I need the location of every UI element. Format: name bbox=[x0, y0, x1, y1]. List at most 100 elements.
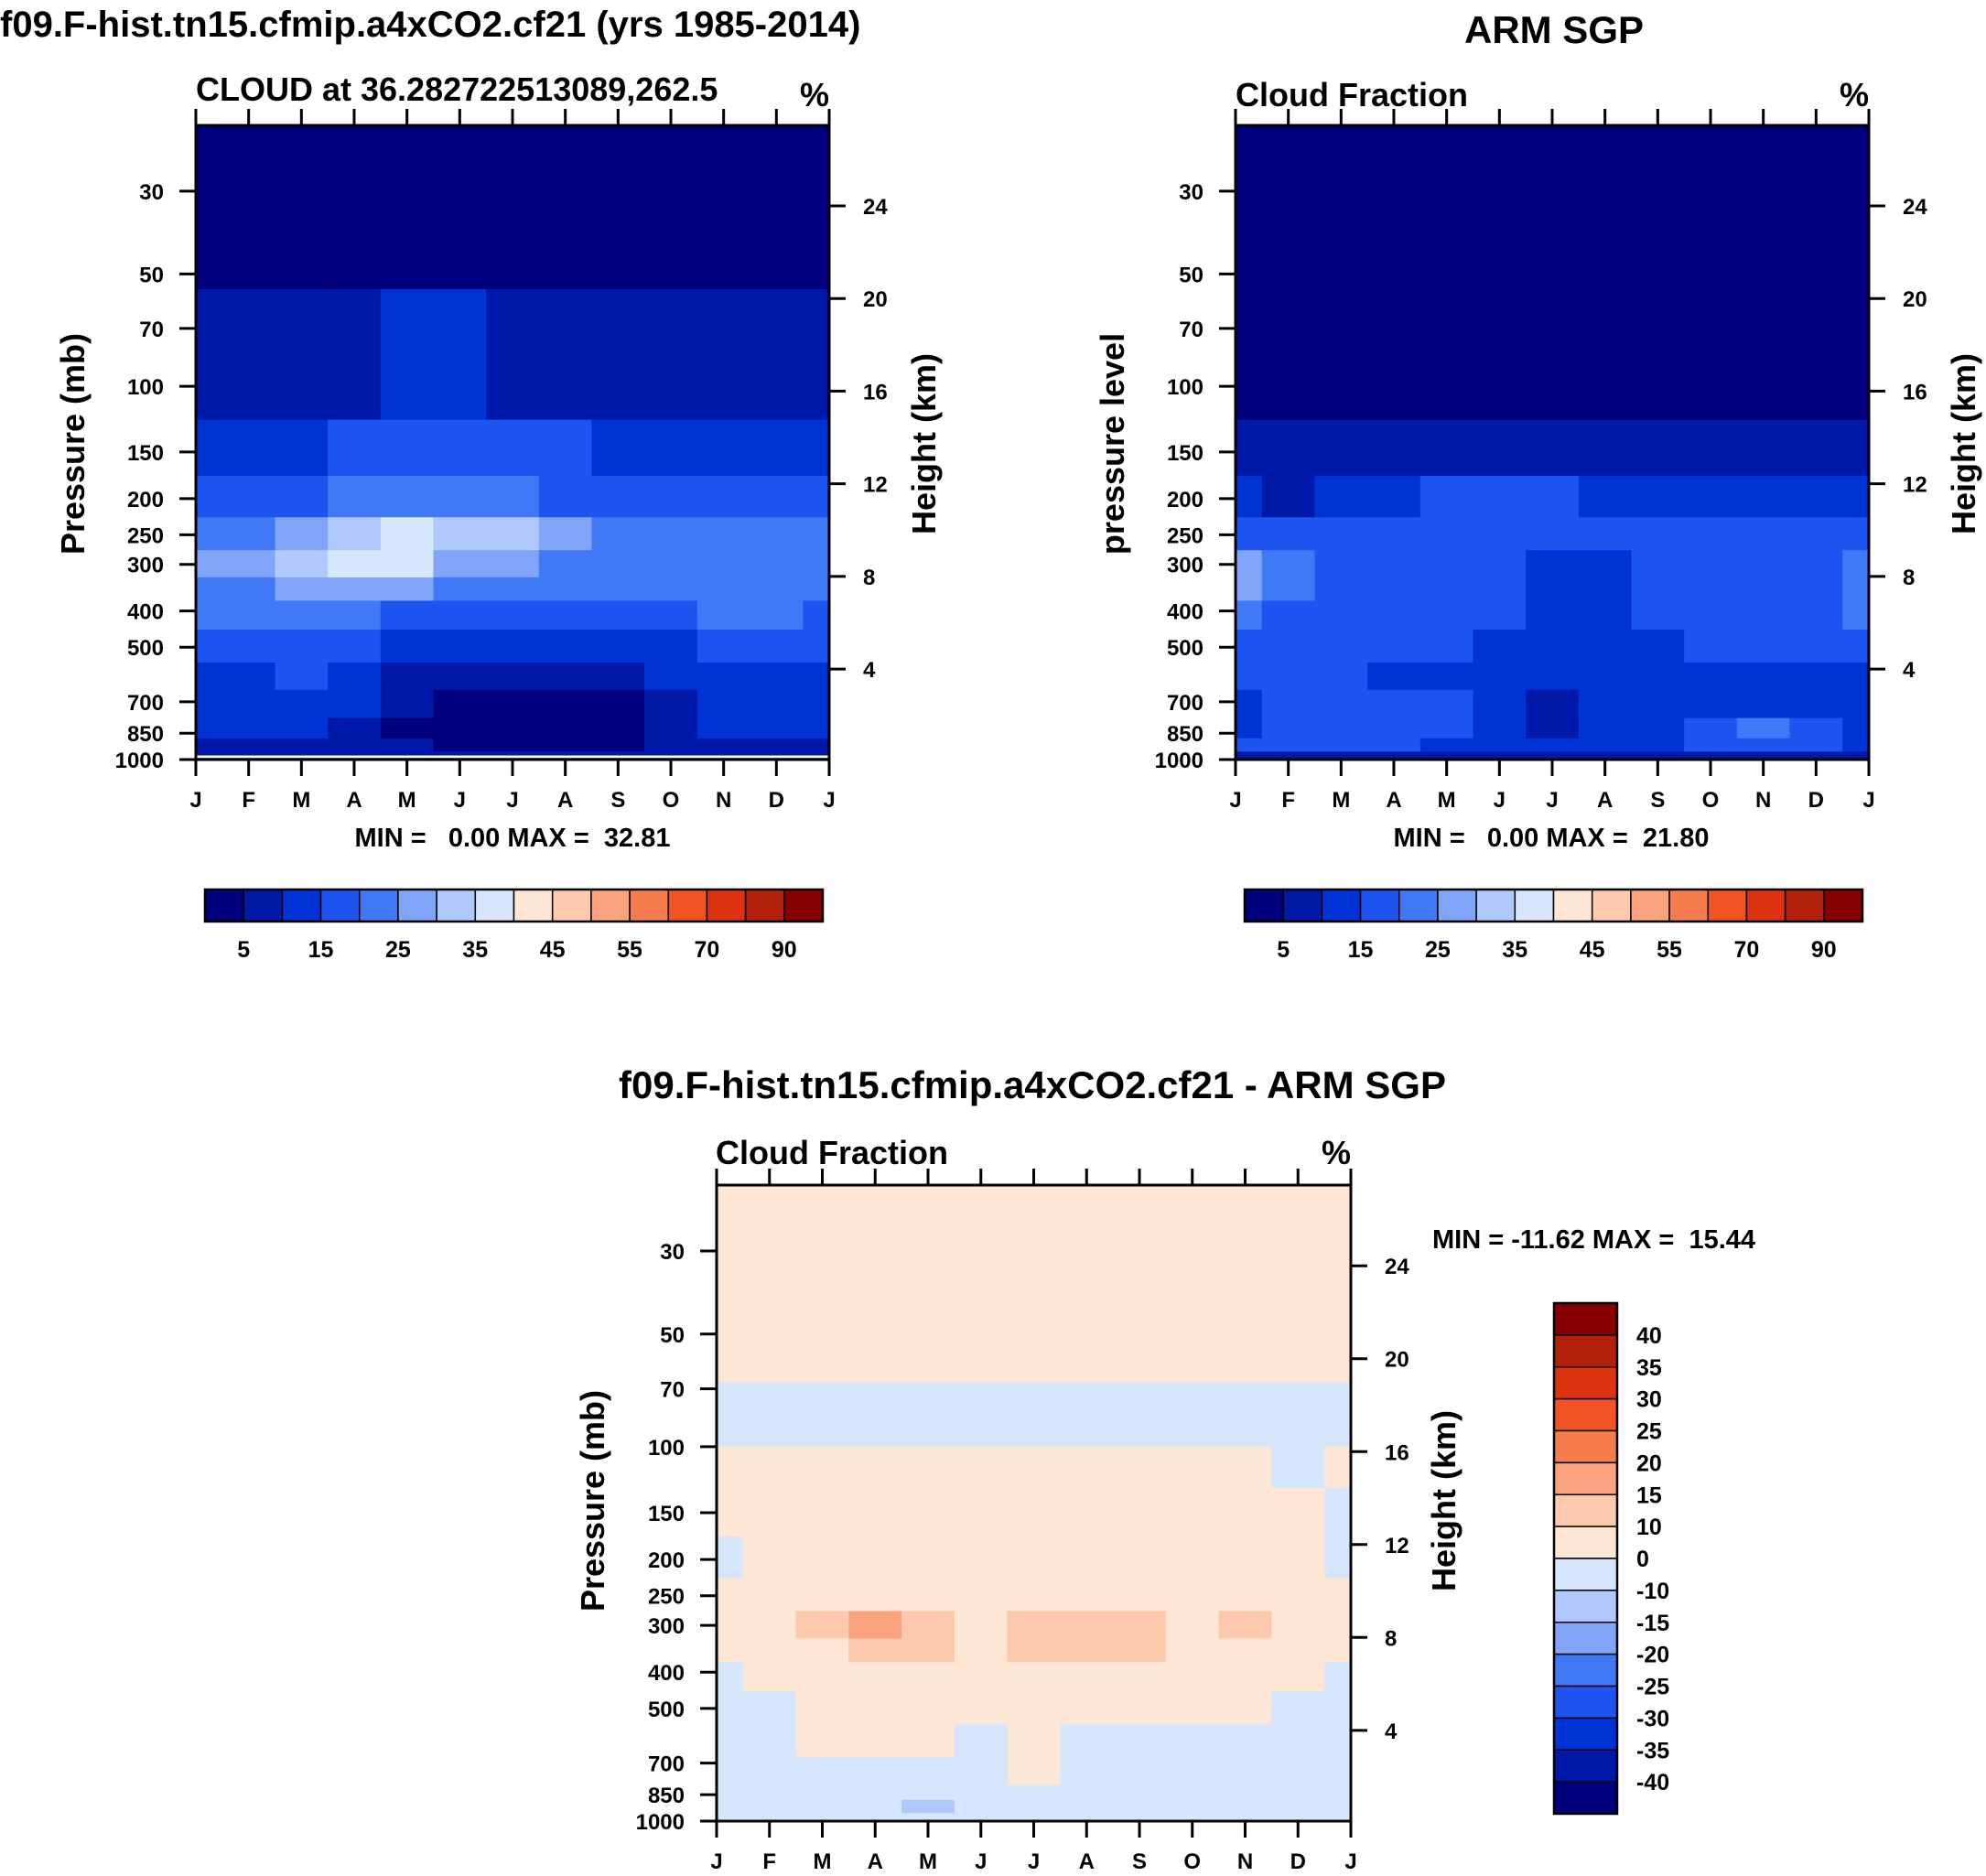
obs-cell bbox=[1789, 750, 1843, 760]
obs-cell bbox=[1526, 629, 1580, 663]
model-cell bbox=[486, 475, 540, 518]
obs-cell bbox=[1526, 689, 1580, 718]
obs-cell bbox=[1842, 288, 1870, 420]
obs-cell bbox=[1419, 738, 1474, 752]
model-cell bbox=[221, 717, 276, 739]
model-colorbar-swatch bbox=[281, 889, 322, 922]
obs-cell bbox=[1314, 599, 1368, 631]
diff-cell bbox=[717, 1185, 744, 1294]
obs-x-tick-label: A bbox=[1386, 788, 1401, 813]
obs-cell bbox=[1261, 125, 1316, 290]
model-colorbar-swatch bbox=[436, 889, 477, 922]
obs-colorbar-swatch bbox=[1630, 889, 1670, 922]
diff-cell bbox=[1218, 1784, 1272, 1800]
obs-cell bbox=[1367, 288, 1421, 420]
diff-cell bbox=[901, 1610, 955, 1639]
diff-cell bbox=[1113, 1756, 1167, 1785]
model-cell bbox=[696, 549, 751, 577]
obs-cell bbox=[1367, 419, 1421, 477]
obs-x-tick-label: D bbox=[1808, 788, 1824, 813]
obs-cell bbox=[1367, 475, 1421, 518]
model-cell bbox=[750, 662, 804, 690]
diff-cell bbox=[1165, 1637, 1220, 1662]
model-colorbar-frame bbox=[203, 888, 825, 923]
obs-cell bbox=[1736, 629, 1791, 663]
diff-cell bbox=[795, 1690, 849, 1724]
diff-cell bbox=[954, 1446, 1009, 1489]
diff-units-label: % bbox=[1322, 1134, 1351, 1171]
obs-cell bbox=[1684, 629, 1738, 663]
diff-cell bbox=[1218, 1292, 1272, 1383]
diff-pressure-tick-label: 200 bbox=[648, 1548, 685, 1573]
diff-cell bbox=[1113, 1637, 1167, 1662]
model-colorbar-swatch bbox=[474, 889, 515, 922]
diff-cell bbox=[1218, 1577, 1272, 1612]
diff-cell bbox=[1218, 1536, 1272, 1579]
model-colorbar-swatch bbox=[397, 889, 437, 922]
diff-cell bbox=[848, 1637, 902, 1662]
obs-cell bbox=[1789, 577, 1843, 601]
diff-cell bbox=[848, 1381, 902, 1447]
diff-cell bbox=[1218, 1690, 1272, 1724]
diff-cell bbox=[1113, 1185, 1167, 1294]
diff-cell bbox=[1060, 1756, 1114, 1785]
obs-height-tick-label: 16 bbox=[1903, 380, 1927, 404]
diff-cell bbox=[1271, 1446, 1325, 1489]
diff-cell bbox=[1165, 1799, 1220, 1814]
diff-cell bbox=[1324, 1690, 1352, 1724]
obs-cell bbox=[1314, 738, 1368, 752]
diff-cell bbox=[1113, 1812, 1167, 1822]
obs-cell bbox=[1736, 750, 1791, 760]
diff-cell bbox=[795, 1812, 849, 1822]
model-pressure-tick-label: 200 bbox=[127, 488, 164, 512]
model-cell bbox=[328, 549, 382, 577]
obs-cell bbox=[1236, 750, 1263, 760]
obs-x-tick-label: F bbox=[1281, 788, 1295, 813]
obs-cell bbox=[1842, 577, 1870, 601]
diff-cell bbox=[901, 1381, 955, 1447]
diff-cell bbox=[717, 1610, 744, 1639]
diff-x-tick-label: J bbox=[710, 1849, 722, 1874]
model-cell bbox=[750, 516, 804, 551]
model-cell bbox=[591, 577, 645, 601]
diff-cell bbox=[1271, 1661, 1325, 1691]
obs-cell bbox=[1842, 599, 1870, 631]
diff-cell bbox=[742, 1723, 797, 1757]
diff-cell bbox=[848, 1487, 902, 1537]
model-units-label: % bbox=[800, 76, 829, 113]
diff-cell bbox=[954, 1610, 1009, 1639]
obs-pressure-tick-label: 250 bbox=[1167, 523, 1203, 548]
model-cell bbox=[328, 577, 382, 601]
model-cell bbox=[538, 549, 593, 577]
model-cell bbox=[196, 419, 223, 477]
diff-cell bbox=[1060, 1661, 1114, 1691]
diff-cell bbox=[795, 1536, 849, 1579]
diff-cell bbox=[954, 1812, 1009, 1822]
diff-x-tick-label: S bbox=[1132, 1849, 1147, 1874]
diff-cell bbox=[1324, 1661, 1352, 1691]
obs-colorbar-label: 45 bbox=[1580, 937, 1605, 963]
model-colorbar-swatch bbox=[243, 889, 284, 922]
diff-cell bbox=[1113, 1577, 1167, 1612]
obs-x-tick-label: M bbox=[1332, 788, 1350, 813]
obs-cell bbox=[1261, 288, 1316, 420]
diff-cell bbox=[848, 1292, 902, 1383]
diff-cell bbox=[742, 1185, 797, 1294]
model-x-tick-label: J bbox=[823, 788, 835, 813]
model-colorbar: 5 15 25 35 45 55 70 90 bbox=[203, 888, 825, 963]
obs-cell bbox=[1631, 419, 1685, 477]
diff-cell bbox=[848, 1723, 902, 1757]
obs-cell bbox=[1684, 475, 1738, 518]
diff-field bbox=[717, 1185, 1352, 1822]
model-colorbar-swatch bbox=[319, 889, 361, 922]
model-colorbar-label: 35 bbox=[462, 937, 488, 963]
model-cell bbox=[433, 549, 487, 577]
obs-cell bbox=[1236, 599, 1263, 631]
obs-cell bbox=[1578, 662, 1633, 690]
obs-cell bbox=[1789, 738, 1843, 752]
diff-colorbar-label: -40 bbox=[1636, 1770, 1669, 1795]
diff-colorbar-swatch bbox=[1553, 1397, 1618, 1432]
diff-cell bbox=[742, 1536, 797, 1579]
model-height-tick-label: 4 bbox=[863, 658, 876, 683]
